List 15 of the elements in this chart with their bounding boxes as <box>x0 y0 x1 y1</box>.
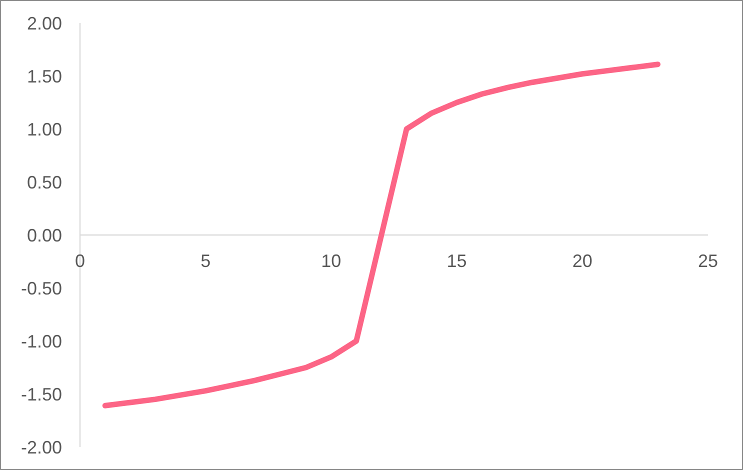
x-tick-label: 10 <box>321 251 342 271</box>
y-tick-label: 1.00 <box>26 119 62 140</box>
y-tick-label: 2.00 <box>26 13 62 34</box>
y-tick-label: 1.50 <box>26 66 62 86</box>
y-tick-label: 0.00 <box>26 225 62 246</box>
x-tick-label: 15 <box>446 251 467 271</box>
y-tick-label: 0.50 <box>26 172 62 192</box>
x-tick-label: 5 <box>200 251 211 271</box>
x-tick-label: 20 <box>572 251 592 271</box>
y-tick-label: -2.00 <box>20 437 62 458</box>
x-tick-label: 25 <box>698 251 718 271</box>
y-tick-label: -0.50 <box>20 278 62 298</box>
y-tick-label: -1.50 <box>20 384 62 404</box>
y-tick-label: -1.00 <box>20 331 62 352</box>
x-tick-label: 0 <box>74 251 86 271</box>
